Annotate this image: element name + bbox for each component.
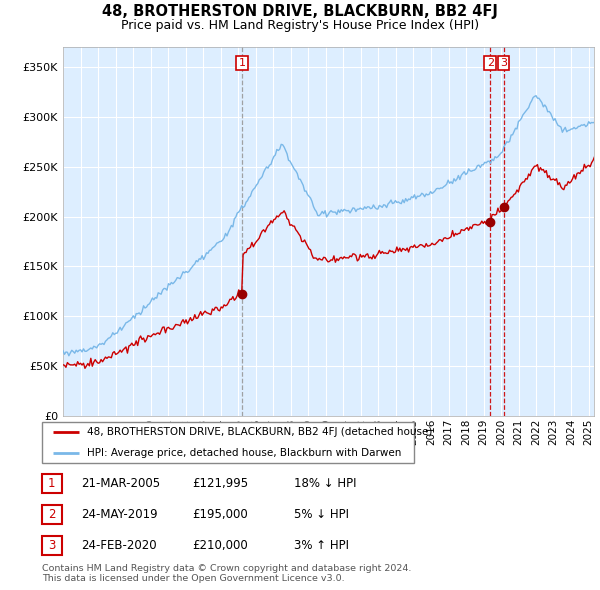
Text: 48, BROTHERSTON DRIVE, BLACKBURN, BB2 4FJ (detached house): 48, BROTHERSTON DRIVE, BLACKBURN, BB2 4F… xyxy=(86,427,432,437)
Text: 24-MAY-2019: 24-MAY-2019 xyxy=(81,508,158,521)
Text: 3: 3 xyxy=(500,58,507,68)
Text: Price paid vs. HM Land Registry's House Price Index (HPI): Price paid vs. HM Land Registry's House … xyxy=(121,19,479,32)
Text: 3: 3 xyxy=(48,539,56,552)
Text: £121,995: £121,995 xyxy=(192,477,248,490)
Text: 1: 1 xyxy=(238,58,245,68)
Text: £210,000: £210,000 xyxy=(192,539,248,552)
Text: 3% ↑ HPI: 3% ↑ HPI xyxy=(294,539,349,552)
Text: 21-MAR-2005: 21-MAR-2005 xyxy=(81,477,160,490)
Text: 5% ↓ HPI: 5% ↓ HPI xyxy=(294,508,349,521)
Text: 2: 2 xyxy=(487,58,494,68)
Text: £195,000: £195,000 xyxy=(192,508,248,521)
Text: 2: 2 xyxy=(48,508,56,521)
Text: 18% ↓ HPI: 18% ↓ HPI xyxy=(294,477,356,490)
Text: 48, BROTHERSTON DRIVE, BLACKBURN, BB2 4FJ: 48, BROTHERSTON DRIVE, BLACKBURN, BB2 4F… xyxy=(102,4,498,19)
Text: 24-FEB-2020: 24-FEB-2020 xyxy=(81,539,157,552)
Text: HPI: Average price, detached house, Blackburn with Darwen: HPI: Average price, detached house, Blac… xyxy=(86,448,401,458)
FancyBboxPatch shape xyxy=(42,422,414,463)
Text: Contains HM Land Registry data © Crown copyright and database right 2024.
This d: Contains HM Land Registry data © Crown c… xyxy=(42,563,412,583)
Text: 1: 1 xyxy=(48,477,56,490)
